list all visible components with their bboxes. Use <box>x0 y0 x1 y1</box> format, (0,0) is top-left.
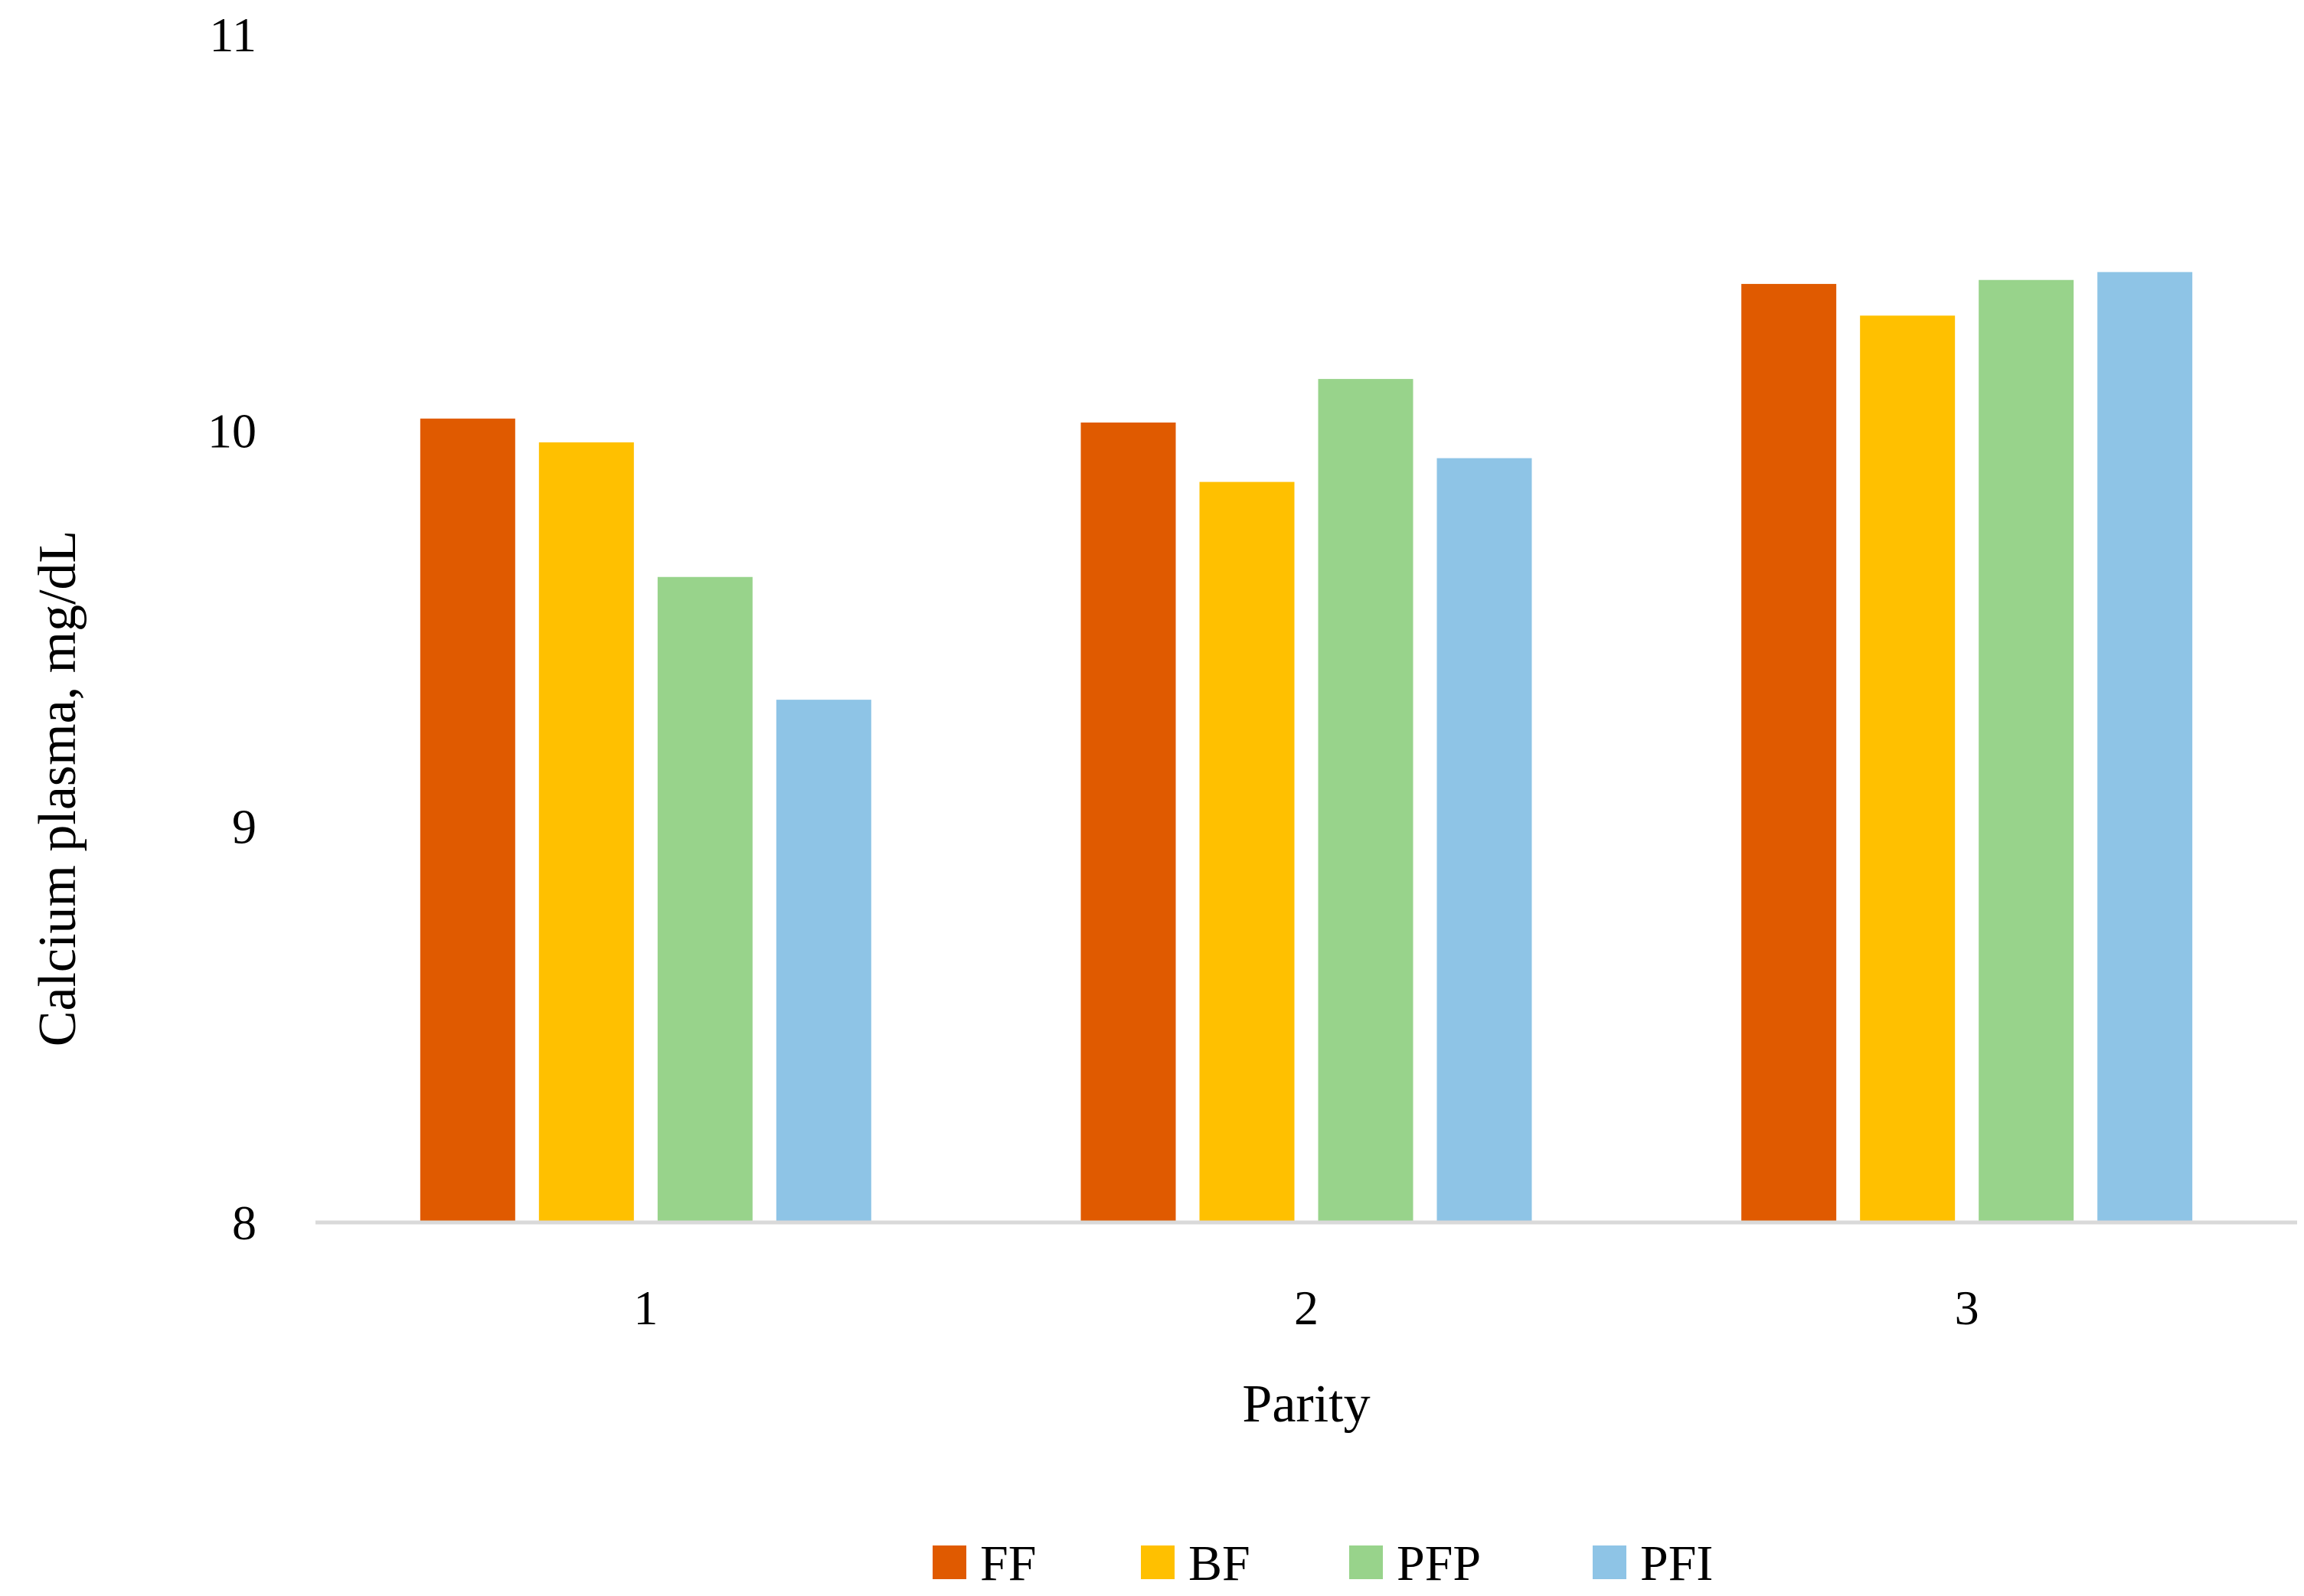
y-tick-label: 11 <box>209 8 257 62</box>
bar-bf-parity-1 <box>538 442 634 1222</box>
x-tick-label: 1 <box>633 1281 658 1335</box>
legend-label-ff: FF <box>980 1536 1036 1591</box>
y-tick-label: 10 <box>208 403 257 458</box>
bars <box>420 272 2193 1223</box>
legend-swatch-bf <box>1141 1545 1175 1579</box>
bar-pfi-parity-2 <box>1436 458 1532 1222</box>
x-tick-label: 2 <box>1294 1281 1319 1335</box>
y-tick-label: 9 <box>232 800 257 854</box>
legend-label-bf: BF <box>1188 1536 1250 1591</box>
bar-ff-parity-1 <box>420 418 515 1222</box>
bar-pfi-parity-3 <box>2097 272 2193 1222</box>
legend: FF BF PFP PFI <box>933 1536 1713 1591</box>
legend-label-pfi: PFI <box>1640 1536 1713 1591</box>
y-axis-ticks: 8 9 10 11 <box>208 8 257 1250</box>
x-tick-label: 3 <box>1955 1281 1979 1335</box>
x-axis-ticks: 1 2 3 <box>633 1281 1979 1335</box>
bar-pfp-parity-2 <box>1318 379 1413 1223</box>
y-tick-label: 8 <box>232 1196 257 1250</box>
bar-ff-parity-2 <box>1080 422 1176 1222</box>
bar-ff-parity-3 <box>1741 283 1837 1222</box>
bar-bf-parity-2 <box>1199 481 1295 1222</box>
y-axis-title: Calcium plasma, mg/dL <box>28 530 87 1047</box>
bar-pfi-parity-1 <box>776 700 871 1222</box>
bar-pfp-parity-3 <box>1979 279 2074 1222</box>
legend-label-pfp: PFP <box>1397 1536 1481 1591</box>
bar-pfp-parity-1 <box>657 576 753 1222</box>
legend-swatch-ff <box>933 1545 966 1579</box>
legend-swatch-pfp <box>1349 1545 1383 1579</box>
x-axis-title: Parity <box>1242 1375 1370 1434</box>
legend-swatch-pfi <box>1593 1545 1626 1579</box>
bar-bf-parity-3 <box>1860 315 1956 1223</box>
